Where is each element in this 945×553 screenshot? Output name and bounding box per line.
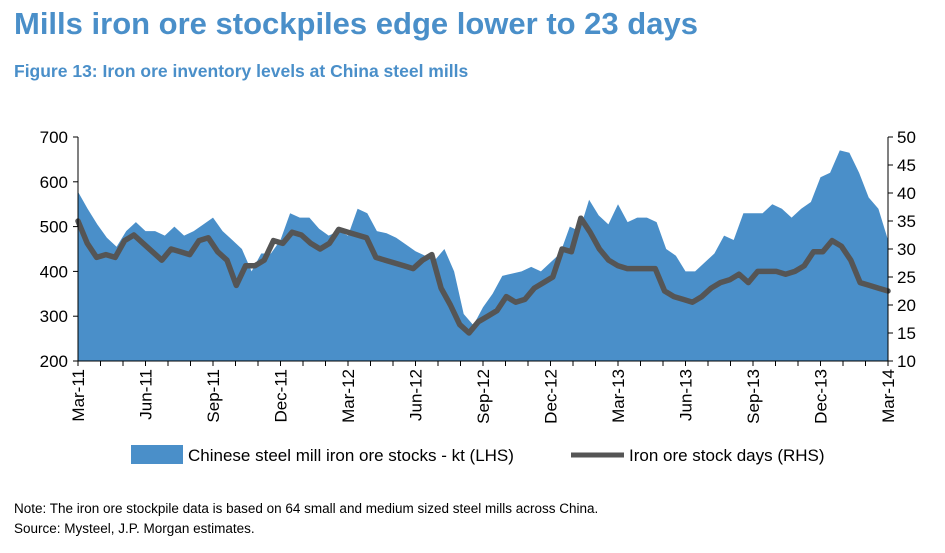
left-tick-label: 500 xyxy=(40,218,68,237)
footnote: Note: The iron ore stockpile data is bas… xyxy=(14,499,598,539)
chart: 200 300 400 500 600 700 10 15 20 25 30 35 40 45 50 Mar-… xyxy=(40,128,916,465)
source-text: Source: Mysteel, J.P. Morgan estimates. xyxy=(14,521,255,536)
right-tick-label: 20 xyxy=(897,296,916,315)
x-tick-label: Sep-13 xyxy=(744,369,763,424)
legend-area-swatch xyxy=(131,445,183,464)
headline: Mills iron ore stockpiles edge lower to … xyxy=(14,6,698,41)
right-tick-label: 45 xyxy=(897,156,916,175)
x-tick-label: Dec-13 xyxy=(812,369,831,424)
figure-title: Figure 13: Iron ore inventory levels at … xyxy=(14,61,469,81)
left-tick-label: 200 xyxy=(40,352,68,371)
x-tick-label: Sep-11 xyxy=(204,369,223,423)
right-tick-label: 30 xyxy=(897,240,916,259)
left-tick-label: 600 xyxy=(40,173,68,192)
x-tick-label: Sep-12 xyxy=(474,369,493,424)
left-tick-label: 300 xyxy=(40,307,68,326)
right-tick-label: 25 xyxy=(897,268,916,287)
stocks-area xyxy=(78,150,888,361)
right-tick-label: 10 xyxy=(897,352,916,371)
legend: Chinese steel mill iron ore stocks - kt … xyxy=(131,445,825,465)
x-tick-label: Jun-13 xyxy=(677,369,696,421)
x-tick-label: Mar-11 xyxy=(69,369,88,422)
x-tick-label: Mar-12 xyxy=(339,369,358,423)
x-tick-label: Mar-13 xyxy=(609,369,628,423)
left-tick-label: 400 xyxy=(40,262,68,281)
x-tick-label: Dec-12 xyxy=(542,369,561,424)
axes-layer: 200 300 400 500 600 700 10 15 20 25 30 35 40 45 50 Mar-… xyxy=(40,128,916,424)
x-tick-label: Dec-11 xyxy=(272,369,291,423)
legend-area-label: Chinese steel mill iron ore stocks - kt … xyxy=(188,446,514,465)
right-tick-label: 50 xyxy=(897,128,916,147)
x-tick-label: Jun-12 xyxy=(407,369,426,421)
legend-line-label: Iron ore stock days (RHS) xyxy=(629,446,825,465)
x-tick-label: Mar-14 xyxy=(879,369,898,423)
stock-days-line xyxy=(75,215,891,336)
x-tick-label: Jun-11 xyxy=(137,369,156,420)
right-tick-label: 40 xyxy=(897,184,916,203)
right-tick-label: 15 xyxy=(897,324,916,343)
left-tick-label: 700 xyxy=(40,128,68,147)
right-tick-label: 35 xyxy=(897,212,916,231)
note-text: Note: The iron ore stockpile data is bas… xyxy=(14,501,599,516)
plot-layer xyxy=(75,150,891,361)
